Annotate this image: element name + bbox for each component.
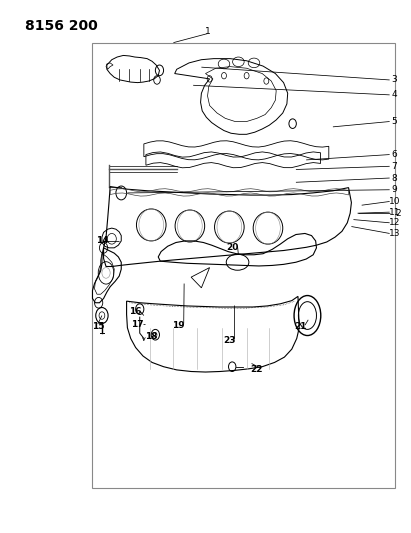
Text: 23: 23 [223, 336, 236, 344]
Text: 20: 20 [226, 243, 238, 252]
Text: 12: 12 [389, 219, 400, 227]
Text: 11: 11 [389, 208, 400, 216]
Text: 9: 9 [392, 185, 397, 194]
Text: 6: 6 [392, 150, 397, 159]
Text: 2: 2 [395, 209, 401, 217]
Text: 7: 7 [392, 162, 397, 171]
Text: 1: 1 [205, 28, 210, 36]
Text: 4: 4 [392, 91, 397, 99]
Text: 21: 21 [294, 322, 306, 330]
Text: 14: 14 [96, 237, 108, 245]
Text: 8156 200: 8156 200 [25, 19, 97, 33]
Bar [92, 43, 395, 488]
Text: 10: 10 [389, 197, 400, 206]
Text: 16: 16 [129, 308, 142, 316]
Text: 17: 17 [132, 320, 144, 328]
Text: 15: 15 [92, 322, 104, 330]
Text: 5: 5 [392, 117, 397, 126]
Text: 13: 13 [389, 229, 400, 238]
Text: 19: 19 [173, 321, 185, 329]
Text: 8: 8 [392, 174, 397, 182]
Text: 18: 18 [145, 333, 157, 341]
Text: 22: 22 [251, 366, 263, 374]
Text: 3: 3 [392, 76, 397, 84]
